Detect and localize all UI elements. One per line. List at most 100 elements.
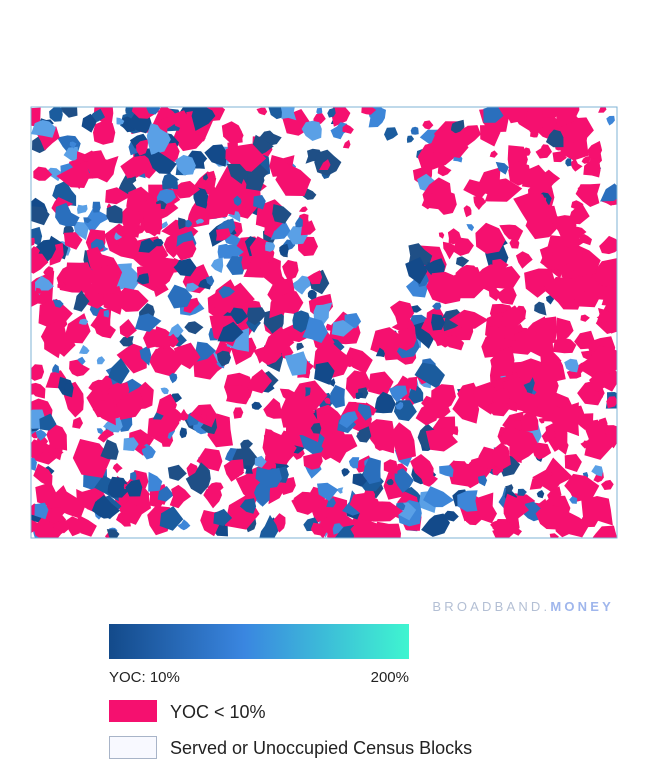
map-patch [216,228,231,241]
map-patch [386,478,394,486]
map-patch [119,319,137,339]
map-patch [599,235,617,255]
map-patch [72,439,112,478]
map-patch [331,320,354,337]
map-patch [159,506,184,531]
map-patch [175,154,196,176]
map-patch [463,509,483,526]
map-patch [597,308,613,324]
map-patch [606,396,617,409]
map-patch [515,251,533,269]
color-scale [109,624,409,659]
map-patch [495,161,509,175]
map-patch [577,184,592,199]
map-patch [307,270,323,285]
map-patch [330,384,345,409]
map-patch [536,490,545,499]
map-patch [203,173,209,181]
map-patch [100,439,119,460]
map-patch [405,257,428,285]
map-patch [492,442,511,471]
map-patch [31,364,45,381]
map-patch [247,307,267,326]
map-patch [390,422,416,461]
map-patch [130,471,137,482]
map-patch [341,468,350,477]
map-patch [173,342,201,370]
map-patch [119,336,134,348]
map-patch [270,221,291,240]
map-patch [63,146,79,165]
map-patch [126,176,137,185]
map-patch [217,321,244,342]
map-patch [265,241,276,252]
map-patch [327,107,336,118]
map-patch [140,201,162,224]
map-patch [221,121,243,144]
map-patch [44,167,63,182]
map-border [30,106,618,539]
map-patch [226,256,246,275]
map-patch [432,302,442,310]
map-patch [195,341,216,362]
map-patch [90,263,117,295]
map-patch [410,454,434,480]
map-patch [349,493,379,516]
map-patch [275,162,312,196]
map-patch [139,303,155,318]
map-patch [168,323,184,338]
map-patch [538,285,548,293]
map-patch [79,345,90,354]
map-patch [178,217,189,230]
map-patch [580,314,590,322]
map-patch [83,217,92,224]
map-patch [307,289,317,300]
map-patch [195,218,205,225]
map-patch [485,325,505,350]
map-patch [244,465,253,474]
map-patch [56,161,90,188]
map-patch [601,479,614,490]
map-patch [35,287,42,294]
map-patch [447,460,471,487]
map-patch [298,429,329,458]
map-patch [69,141,77,149]
map-patch [275,276,295,296]
map-patch [175,259,188,272]
map-patch [279,243,289,256]
map-patch [38,298,73,332]
map-patch [96,356,106,365]
map-patch [545,129,564,148]
map-patch [69,359,90,377]
map-patch [426,271,463,305]
map-patch [545,276,585,303]
map-patch [137,223,146,235]
map-patch [564,454,582,472]
map-patch [73,290,90,312]
map-patch [384,127,398,141]
map-patch [131,497,149,508]
map-patch [344,347,373,374]
map-patch [552,151,567,163]
map-patch [319,159,331,170]
map-patch [117,235,137,254]
map-patch [326,497,336,508]
map-patch [510,427,540,463]
map-patch [503,493,530,523]
map-patch [280,107,297,121]
map-patch [305,387,311,397]
map-patch [556,107,580,129]
map-patch [425,427,458,452]
map-patch [116,117,125,125]
map-patch [97,428,114,443]
map-patch [431,313,445,331]
map-patch [314,362,335,385]
map-patch [316,107,323,116]
map-patch [336,487,344,494]
map-patch [233,195,242,206]
map-patch [594,393,604,400]
map-patch [139,345,152,366]
map-patch [474,264,502,293]
map-patch [31,206,50,226]
